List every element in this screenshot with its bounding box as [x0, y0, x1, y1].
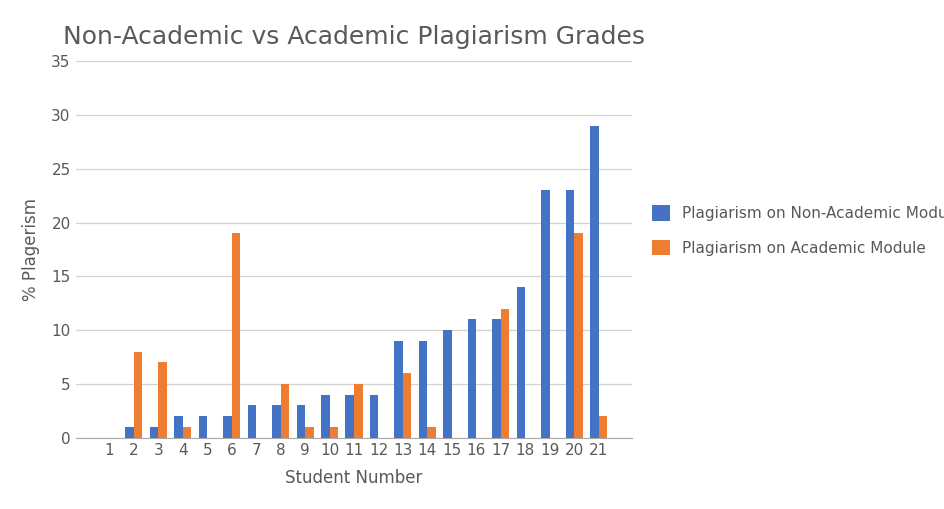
Bar: [134, 352, 143, 438]
Bar: [159, 362, 167, 438]
Bar: [444, 330, 452, 438]
Bar: [541, 190, 549, 438]
Y-axis label: % Plagerism: % Plagerism: [22, 198, 41, 301]
Bar: [419, 341, 428, 438]
X-axis label: Student Number: Student Number: [285, 469, 423, 487]
Bar: [565, 190, 574, 438]
Bar: [329, 427, 338, 438]
Bar: [126, 427, 134, 438]
Bar: [198, 416, 208, 438]
Bar: [492, 319, 500, 438]
Bar: [305, 427, 313, 438]
Bar: [403, 373, 412, 438]
Bar: [321, 394, 329, 438]
Bar: [183, 427, 192, 438]
Bar: [370, 394, 379, 438]
Bar: [428, 427, 436, 438]
Bar: [247, 406, 256, 438]
Bar: [467, 319, 477, 438]
Bar: [516, 287, 525, 438]
Bar: [598, 416, 607, 438]
Bar: [574, 233, 582, 438]
Bar: [296, 406, 305, 438]
Bar: [354, 384, 362, 438]
Title: Non-Academic vs Academic Plagiarism Grades: Non-Academic vs Academic Plagiarism Grad…: [63, 25, 645, 49]
Bar: [280, 384, 289, 438]
Bar: [346, 394, 354, 438]
Bar: [231, 233, 241, 438]
Legend: Plagiarism on Non-Academic Module, Plagiarism on Academic Module: Plagiarism on Non-Academic Module, Plagi…: [646, 200, 944, 262]
Bar: [175, 416, 183, 438]
Bar: [223, 416, 231, 438]
Bar: [395, 341, 403, 438]
Bar: [150, 427, 159, 438]
Bar: [500, 308, 510, 438]
Bar: [272, 406, 280, 438]
Bar: [590, 126, 598, 438]
